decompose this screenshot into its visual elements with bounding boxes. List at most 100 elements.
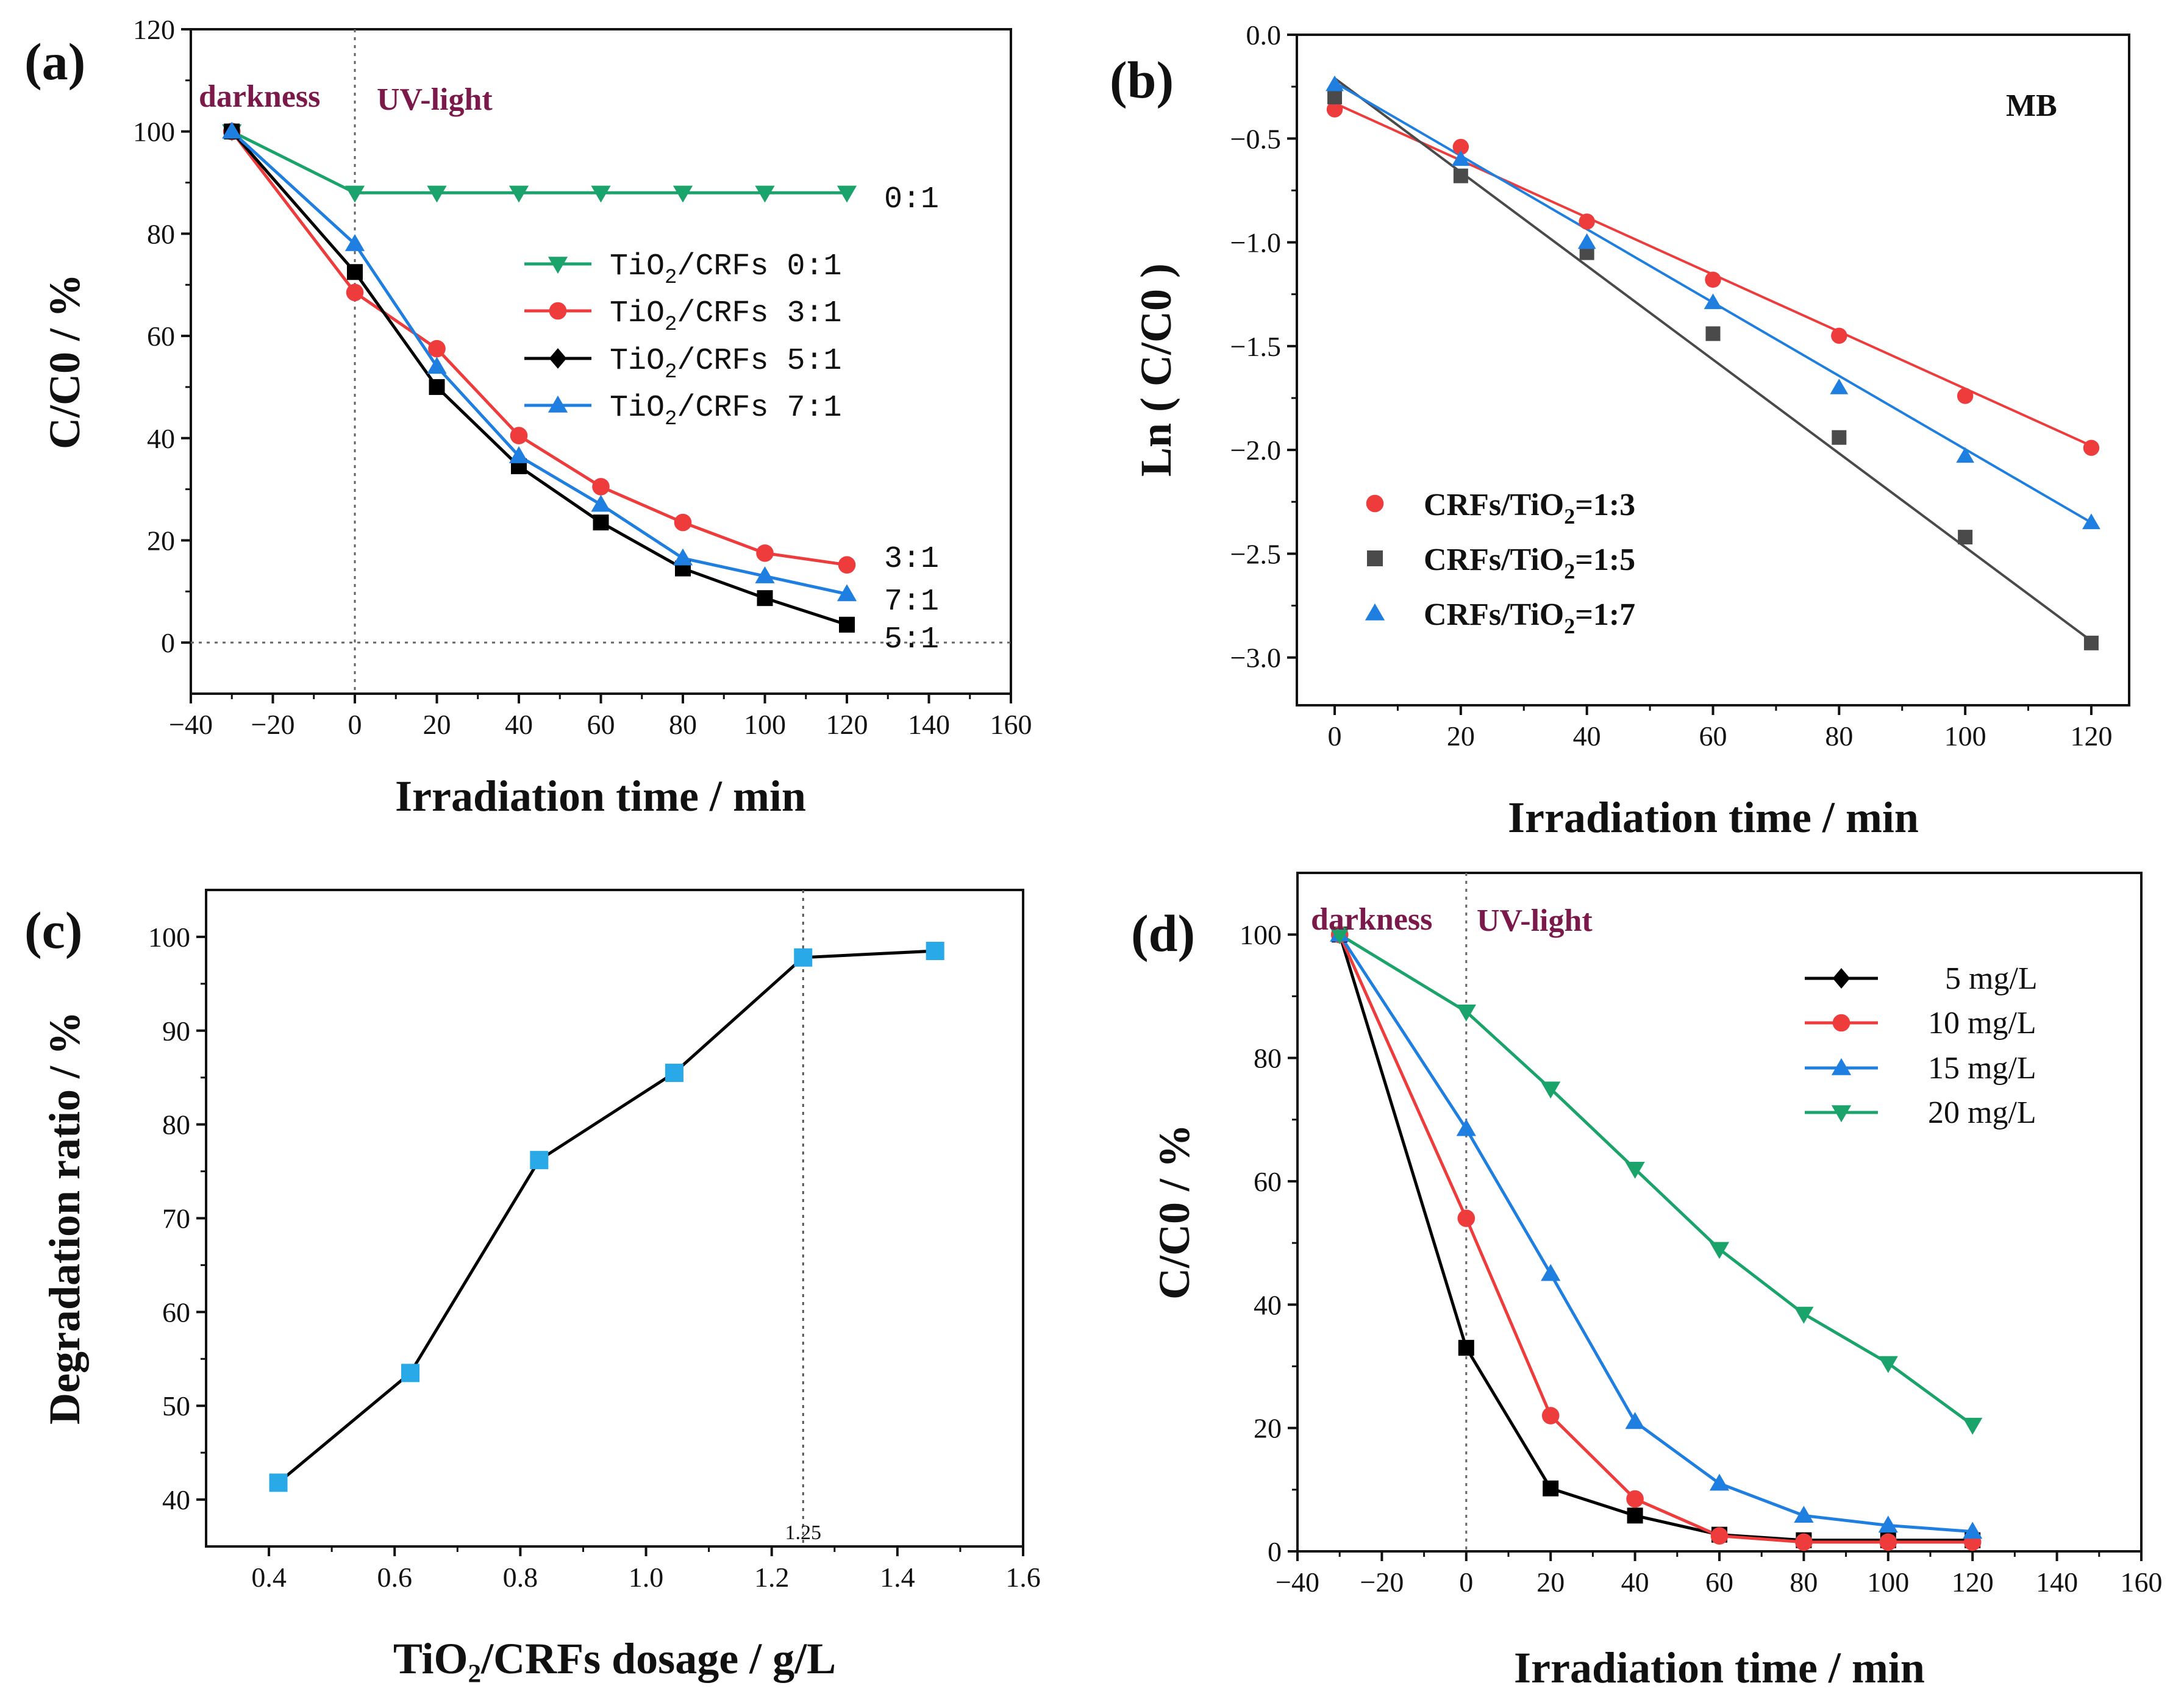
series-line-degradation <box>277 949 935 1484</box>
panel-a-reference-lines <box>191 29 1011 694</box>
data-point-degradation <box>926 942 944 961</box>
x-tick-label: 0 <box>1328 721 1342 752</box>
legend-marker-0:1 <box>548 257 568 274</box>
data-point-1:3 <box>1452 138 1469 155</box>
panel-a-series <box>222 121 857 633</box>
y-tick-label: 60 <box>162 1297 190 1328</box>
series-line-15mg/L <box>1338 933 1973 1534</box>
legend-label-10mg: 10 mg/L <box>1928 1006 2036 1041</box>
data-point-1:7 <box>1704 293 1722 310</box>
series-line-5mg/L <box>1338 934 1973 1542</box>
x-tick-label: 140 <box>2036 1567 2078 1598</box>
data-point-3:1 <box>428 340 446 358</box>
data-point-1:7 <box>1326 75 1344 91</box>
data-point-15mg/L <box>1541 1264 1561 1281</box>
data-point-1:5 <box>1958 530 1973 545</box>
data-point-5:1 <box>347 264 363 280</box>
data-point-1:3 <box>1957 388 1974 404</box>
data-point-15mg/L <box>1878 1515 1898 1533</box>
data-point-degradation <box>401 1364 419 1382</box>
x-tick-label: 1.4 <box>880 1562 915 1593</box>
legend-marker-7:1 <box>548 395 568 413</box>
panel-a-label: (a) <box>24 32 85 91</box>
panel-d-x-ticks: −40 −20 0 20 40 60 80 100 120 140 160 <box>1276 1551 2163 1598</box>
series-line-20mg/L <box>1338 933 1974 1426</box>
data-point-7:1 <box>755 566 775 583</box>
y-tick-label: 40 <box>162 1484 190 1515</box>
optimal-dosage-label: 1.25 <box>785 1521 821 1544</box>
y-tick-label: 100 <box>148 922 190 953</box>
y-tick-label: −2.0 <box>1230 435 1281 466</box>
data-point-3:1 <box>756 544 774 562</box>
y-tick-label: 40 <box>147 423 175 454</box>
legend-marker-1:7 <box>1365 603 1385 621</box>
data-point-10mg/L <box>1457 1209 1476 1227</box>
legend-marker-15mg/L <box>1831 1058 1852 1075</box>
panel-b-x-ticks: 0 20 40 60 80 100 120 <box>1328 705 2112 752</box>
data-point-0:1 <box>837 185 857 203</box>
panel-c-series <box>269 942 944 1492</box>
data-point-degradation <box>530 1151 549 1170</box>
panel-c-x-axis-title: TiO₂/CRFs dosage / g/L <box>393 1634 836 1683</box>
data-point-1:5 <box>1453 168 1468 183</box>
data-point-5:1 <box>429 379 445 395</box>
data-point-5:1 <box>839 616 855 633</box>
panel-c-label: (c) <box>24 901 82 959</box>
legend-label-5-1: TiO2/CRFs 5:1 <box>610 344 841 384</box>
legend-marker-3-1 <box>549 302 567 320</box>
data-point-15mg/L <box>1456 1119 1476 1136</box>
data-point-1:5 <box>1327 90 1343 105</box>
y-tick-label: 80 <box>1254 1043 1282 1074</box>
x-tick-label: 60 <box>587 709 615 740</box>
panel-a-y-axis-title: C/C0 / % <box>40 274 89 449</box>
data-point-5mg/L <box>1458 1340 1474 1356</box>
data-point-0:1 <box>509 185 529 203</box>
data-point-5mg/L <box>1627 1507 1643 1524</box>
legend-marker-3:1 <box>549 302 567 320</box>
panel-c-reference-lines: 1.25 <box>785 890 821 1546</box>
x-tick-label: 20 <box>1447 721 1475 752</box>
panel-a-end-label-0-1: 0:1 <box>884 182 939 217</box>
panel-c-plot-frame <box>205 889 1024 1548</box>
x-tick-label: 80 <box>669 709 697 740</box>
x-tick-label: −40 <box>169 709 213 740</box>
data-point-1:7 <box>2082 513 2100 530</box>
x-tick-label: 20 <box>423 709 451 740</box>
panel-d-x-axis-title: Irradiation time / min <box>1514 1643 1925 1692</box>
data-point-7:1 <box>509 446 529 463</box>
panel-a-x-axis-title: Irradiation time / min <box>395 772 806 820</box>
data-point-7:1 <box>837 584 857 602</box>
data-point-7:1 <box>344 234 365 251</box>
data-point-1:5 <box>1832 430 1847 445</box>
x-tick-label: 120 <box>826 709 868 740</box>
data-point-5mg/L <box>1543 1480 1559 1496</box>
panel-c-x-ticks: 0.4 0.6 0.8 1.0 1.2 1.4 1.6 <box>251 1546 1041 1593</box>
data-point-0:1 <box>344 185 365 203</box>
series-line-5:1 <box>230 130 848 627</box>
panel-d-darkness-label: darkness <box>1311 902 1432 937</box>
y-tick-label: 0 <box>161 627 175 658</box>
series-line-7:1 <box>230 130 848 596</box>
data-point-20mg/L <box>1330 927 1350 945</box>
panel-d: (d) −40 −20 0 20 40 60 80 100 120 140 160 0 20 40 60 8… <box>1131 872 2163 1692</box>
panel-b-y-ticks: 0.0 −0.5 −1.0 −1.5 −2.0 −2.5 −3.0 <box>1230 20 1297 674</box>
series-line-0:1 <box>231 130 847 194</box>
x-tick-label: 40 <box>505 709 533 740</box>
data-point-3:1 <box>674 513 692 532</box>
y-tick-label: 20 <box>1254 1413 1282 1444</box>
panel-b-legend: CRFs/TiO2=1:3 CRFs/TiO2=1:5 CRFs/TiO2=1:… <box>1365 488 1635 638</box>
data-point-1:5 <box>1705 326 1721 341</box>
legend-label-20mg: 20 mg/L <box>1928 1095 2036 1130</box>
panel-c: (c) 1.25 0.4 0.6 0.8 1.0 1.2 1.4 1.6 40 50 60 70 8… <box>24 889 1041 1683</box>
panel-a-end-labels: 0:1 3:1 7:1 5:1 <box>884 182 939 657</box>
data-point-10mg/L <box>1710 1527 1729 1545</box>
series-line-10mg/L <box>1338 934 1973 1544</box>
x-tick-label: 100 <box>1944 721 1986 752</box>
x-tick-label: 1.0 <box>629 1562 664 1593</box>
panel-d-uv-light-label: UV-light <box>1477 903 1593 938</box>
data-point-15mg/L <box>1794 1506 1814 1523</box>
panel-b: (b) 0 20 40 60 80 100 120 0.0 −0.5 −1.0 −1.5 −2.0 −… <box>1110 20 2130 842</box>
data-point-20mg/L <box>1963 1417 1983 1435</box>
y-tick-label: −3.0 <box>1230 642 1281 674</box>
